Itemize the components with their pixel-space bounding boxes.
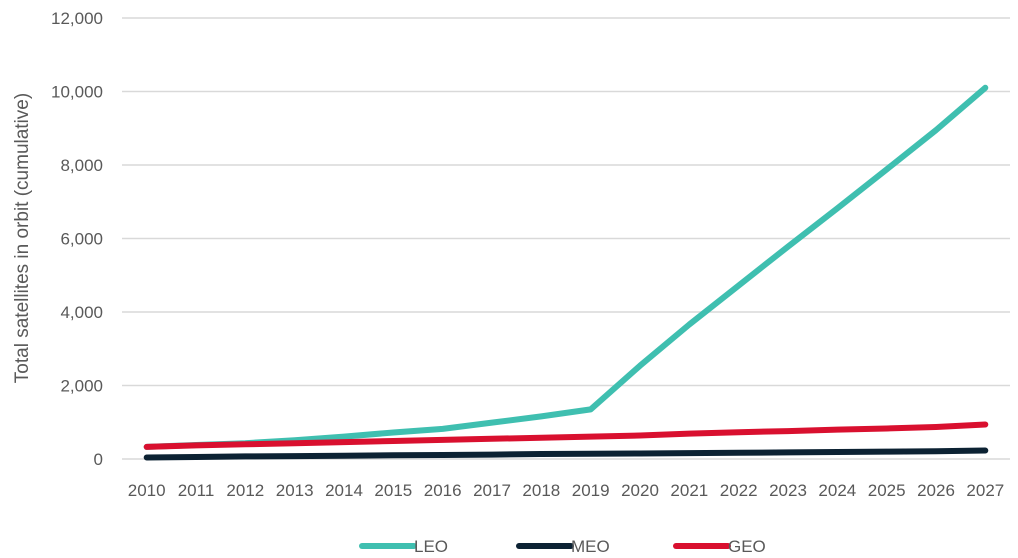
x-tick-label: 2021 (670, 481, 708, 500)
x-tick-label: 2020 (621, 481, 659, 500)
legend-label-meo: MEO (571, 537, 610, 556)
x-tick-label: 2012 (226, 481, 264, 500)
x-tick-label: 2023 (769, 481, 807, 500)
x-axis-ticks: 2010 2011 2012 2013 2014 2015 2016 2017 2018 2019… (128, 481, 1004, 500)
gridlines (122, 17, 1010, 387)
y-tick-label: 10,000 (51, 83, 103, 102)
x-tick-label: 2015 (374, 481, 412, 500)
series-line-leo (143, 84, 989, 450)
y-tick-label: 2,000 (60, 377, 103, 396)
y-tick-label: 4,000 (60, 303, 103, 322)
series-lines (143, 84, 989, 461)
x-tick-label: 2016 (424, 481, 462, 500)
x-tick-label: 2025 (868, 481, 906, 500)
y-axis-label: Total satellites in orbit (cumulative) (12, 93, 33, 383)
y-tick-label: 0 (94, 450, 103, 469)
y-tick-label: 12,000 (51, 9, 103, 28)
y-axis-ticks: 0 2,000 4,000 6,000 8,000 10,000 12,000 (51, 9, 103, 469)
x-tick-label: 2027 (966, 481, 1004, 500)
legend-label-geo: GEO (728, 537, 766, 556)
x-tick-label: 2024 (818, 481, 856, 500)
x-tick-label: 2026 (917, 481, 955, 500)
x-tick-label: 2017 (473, 481, 511, 500)
x-tick-label: 2019 (572, 481, 610, 500)
x-tick-label: 2010 (128, 481, 166, 500)
series-line-meo (143, 447, 989, 461)
y-tick-label: 6,000 (60, 230, 103, 249)
x-tick-label: 2014 (325, 481, 363, 500)
y-tick-label: 8,000 (60, 156, 103, 175)
x-tick-label: 2018 (522, 481, 560, 500)
legend-label-leo: LEO (414, 537, 448, 556)
legend: LEO MEO GEO (359, 537, 766, 556)
x-tick-label: 2022 (720, 481, 758, 500)
x-tick-label: 2013 (276, 481, 314, 500)
series-line-geo (143, 421, 989, 450)
x-tick-label: 2011 (178, 481, 215, 500)
